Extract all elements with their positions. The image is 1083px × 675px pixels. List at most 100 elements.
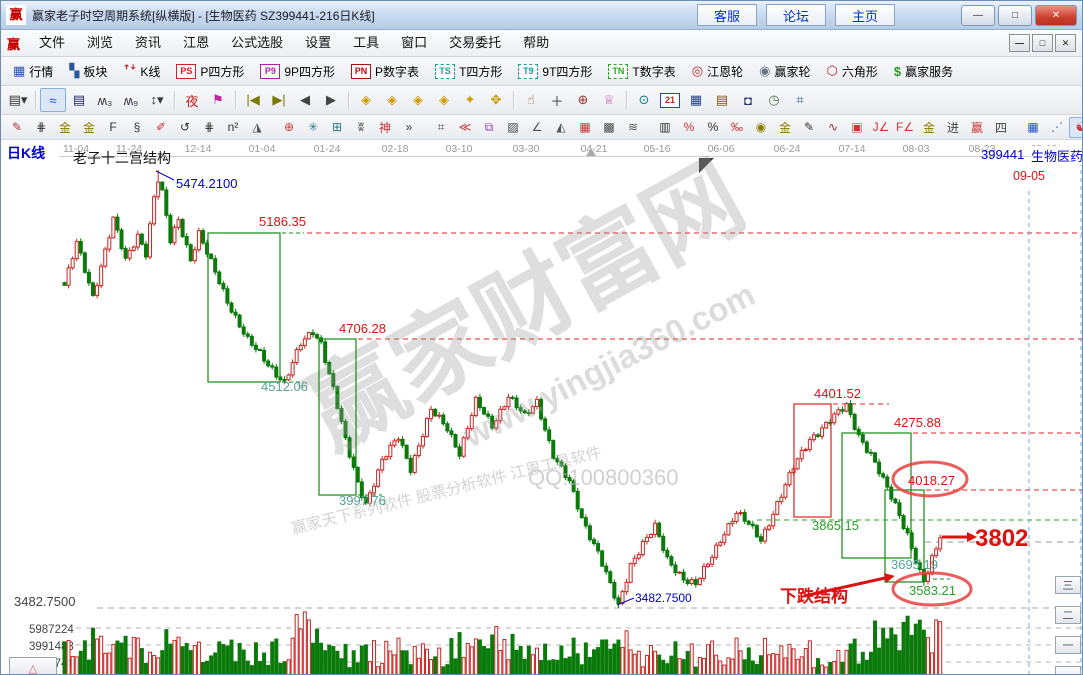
toolbar-item-p-number-table[interactable]: PN P数字表: [343, 59, 427, 83]
mdi-restore-button[interactable]: □: [1032, 34, 1053, 52]
tool-gold-levels[interactable]: 金: [778, 120, 791, 135]
tool-boxed-fan[interactable]: ⧉: [484, 119, 494, 134]
tool-structure-marker[interactable]: 夜: [185, 93, 199, 109]
tool-angle-lines[interactable]: ∠: [531, 120, 543, 134]
tool-gold-ratio-grid2[interactable]: 金: [82, 120, 95, 135]
volume-pane-toggle-button[interactable]: △: [9, 657, 57, 674]
tool-list-view[interactable]: ▤: [72, 92, 86, 107]
tool-calculator[interactable]: ▦: [689, 92, 703, 107]
tool-hand-tool[interactable]: ☝: [527, 92, 535, 107]
tool-f-grid[interactable]: F: [109, 120, 117, 134]
toolbar-item-gann-wheel[interactable]: ◎ 江恩轮: [684, 59, 751, 83]
toolbar-item-winner-service[interactable]: $ 赢家服务: [886, 59, 961, 83]
tool-shen-grid[interactable]: 神: [378, 120, 391, 135]
tool-red-fan[interactable]: ≪: [458, 120, 472, 134]
tool-column-tool[interactable]: ▥: [659, 120, 671, 134]
tool-trend-tool[interactable]: ⋰: [1051, 120, 1063, 134]
menu-item-6[interactable]: 工具: [353, 35, 380, 50]
tool-dark-grid[interactable]: ▩: [603, 120, 615, 134]
tool-diamond-left[interactable]: ◈: [361, 92, 371, 107]
tool-diamond-horizontal[interactable]: ◈: [413, 92, 423, 107]
tool-pattern-window[interactable]: ≈: [40, 88, 66, 112]
tool-ying-angles[interactable]: 赢: [970, 120, 983, 135]
tool-n2-grid[interactable]: n²: [227, 120, 239, 134]
tool-f-angles[interactable]: F∠: [895, 120, 915, 134]
tool-diamond-expand[interactable]: ◈: [439, 92, 449, 107]
menu-item-8[interactable]: 交易委托: [449, 35, 502, 50]
mdi-minimize-button[interactable]: —: [1009, 34, 1030, 52]
tool-search-binoculars[interactable]: ⊙: [638, 92, 650, 107]
tool-spider-web[interactable]: ✳: [307, 120, 319, 134]
tool-slash-lines[interactable]: ≋: [627, 120, 639, 134]
tool-corner-grid[interactable]: ⌗: [437, 119, 445, 134]
tool-candle-style-dropdown[interactable]: ↕▾: [150, 92, 164, 107]
mdi-close-button[interactable]: ✕: [1055, 34, 1076, 52]
toolbar-item-kline[interactable]: ꜛꜜ K线: [115, 59, 168, 83]
pane-expand-button[interactable]: →: [1055, 666, 1081, 674]
toolbar-item-hexagon[interactable]: ⬡ 六角形: [818, 59, 885, 83]
tool-diamond-cross[interactable]: ✥: [490, 92, 502, 107]
toolbar-item-t-square[interactable]: TS T四方形: [427, 59, 510, 83]
tool-red-grid[interactable]: ▦: [579, 120, 591, 134]
tool-jin-angles[interactable]: 进: [946, 120, 959, 135]
menu-item-1[interactable]: 浏览: [87, 35, 114, 50]
window-minimize-button[interactable]: —: [961, 4, 995, 26]
tool-gold-ratio-grid[interactable]: 金: [58, 120, 71, 135]
chart-canvas[interactable]: 日K线 11-04 11-24 12-14 01-04 01-24 02-18 03-10 03…: [1, 140, 1083, 675]
toolbar-item-9t-square[interactable]: T9 9T四方形: [510, 59, 600, 83]
toolbar-item-sectors[interactable]: ▚ 板块: [61, 59, 115, 83]
tool-pen-tool[interactable]: ✎: [803, 120, 815, 134]
tool-crosshair-tool[interactable]: ＋: [550, 93, 564, 109]
tool-red-brush[interactable]: ✐: [155, 120, 167, 134]
tool-circle-periods[interactable]: ↺: [179, 120, 191, 134]
tool-more-tools[interactable]: »: [405, 120, 413, 134]
tool-gold-box[interactable]: ▣: [851, 120, 863, 134]
tool-next-page[interactable]: ▶: [326, 92, 336, 107]
pane-layout-1-button[interactable]: 一: [1055, 636, 1081, 654]
tool-k-marks[interactable]: ʬ: [358, 120, 364, 134]
menu-item-3[interactable]: 江恩: [183, 35, 210, 50]
titlebar-button-customer-service[interactable]: 客服: [697, 4, 757, 26]
tool-dark-fan[interactable]: ▨: [507, 120, 519, 134]
tool-color-flag[interactable]: ⚑: [212, 92, 224, 107]
tool-wave-3[interactable]: ʍ₃: [97, 92, 113, 108]
tool-brush-tool[interactable]: ✎: [11, 120, 23, 134]
window-close-button[interactable]: ✕: [1035, 4, 1077, 26]
tool-taiji-tool[interactable]: ☯: [1069, 116, 1082, 138]
tool-crown-tool[interactable]: ♕: [603, 92, 615, 107]
toolbar-item-t-number-table[interactable]: TN T数字表: [600, 59, 683, 83]
toolbar-item-winner-wheel[interactable]: ◉ 赢家轮: [751, 59, 818, 83]
tool-save[interactable]: ◘: [744, 92, 752, 108]
titlebar-button-homepage[interactable]: 主页: [835, 4, 895, 26]
tool-triangle-tool[interactable]: ◭: [556, 120, 566, 134]
menu-item-5[interactable]: 设置: [305, 35, 332, 50]
tool-angle-mirror[interactable]: ◮: [252, 120, 262, 134]
tool-si-angles[interactable]: 四: [994, 120, 1007, 135]
tool-percent-t[interactable]: %: [683, 120, 695, 134]
tool-magnet-tool[interactable]: ⊕: [577, 92, 589, 107]
pane-layout-2-button[interactable]: 二: [1055, 606, 1081, 624]
tool-gold-circle[interactable]: ◉: [755, 120, 767, 134]
tool-percent-levels[interactable]: ‰: [731, 120, 743, 134]
tool-j-angles[interactable]: J∠: [872, 120, 890, 134]
tool-boxed-web[interactable]: ⊞: [331, 120, 343, 134]
tool-color-grid[interactable]: ▦: [1027, 120, 1039, 134]
tool-gann-grid[interactable]: ⋕: [35, 120, 47, 134]
tool-calendar[interactable]: 21: [657, 88, 683, 112]
tool-diamond-right[interactable]: ◈: [387, 92, 397, 107]
toolbar-item-p-square[interactable]: PS P四方形: [168, 59, 252, 83]
pane-layout-3-button[interactable]: 三: [1055, 576, 1081, 594]
menu-item-9[interactable]: 帮助: [523, 35, 550, 50]
titlebar-button-forum[interactable]: 论坛: [766, 4, 826, 26]
tool-wave-tool[interactable]: ∿: [827, 120, 839, 134]
tool-clock-stats[interactable]: ◷: [768, 92, 780, 107]
tool-spiral-tool[interactable]: §: [133, 120, 141, 134]
menu-item-7[interactable]: 窗口: [401, 35, 428, 50]
menu-item-2[interactable]: 资讯: [135, 35, 162, 50]
tool-tick-grid[interactable]: ⋕: [203, 120, 215, 134]
tool-notepad[interactable]: ▤: [715, 92, 729, 107]
tool-last-page[interactable]: ▶|: [272, 92, 286, 107]
tool-workstation[interactable]: ⌗: [796, 92, 804, 107]
tool-prev-page[interactable]: ◀: [300, 92, 310, 107]
tool-gold-angles[interactable]: 金: [922, 120, 935, 135]
